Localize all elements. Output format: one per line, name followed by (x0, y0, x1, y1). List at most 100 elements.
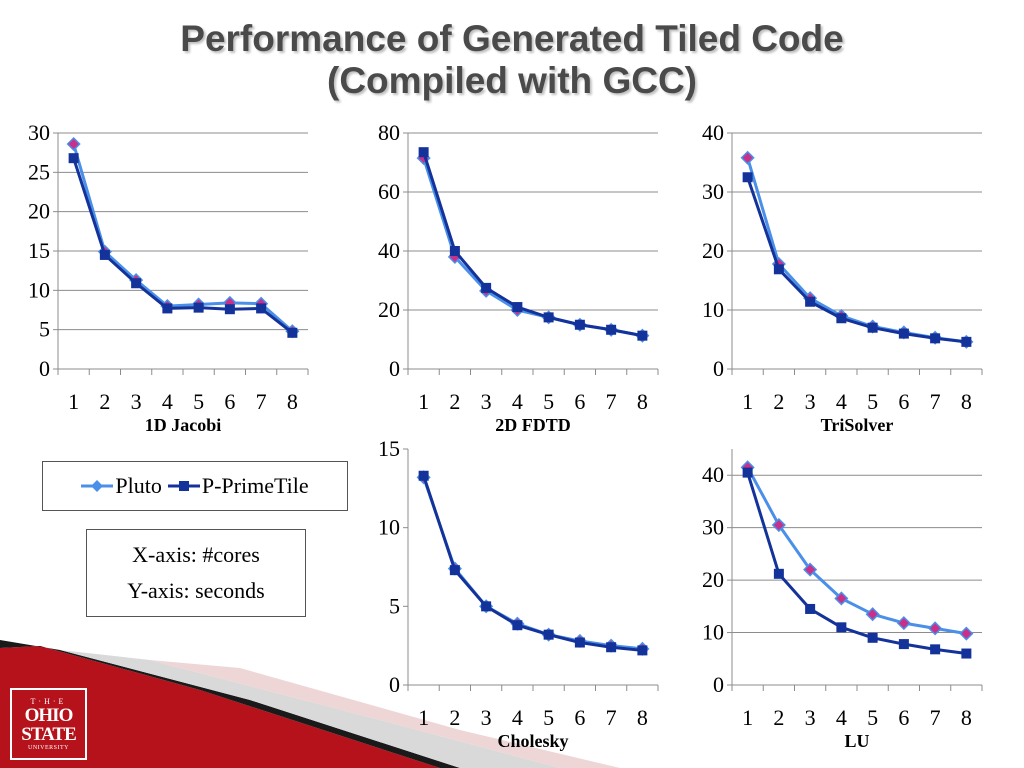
chart-4-pprimetile-point (574, 637, 585, 648)
chart-5-series-pluto-line (746, 466, 967, 636)
chart-1-pprimetile-point (68, 153, 79, 164)
chart-1-pprimetile-point (99, 249, 110, 260)
chart-4-y-tick-label: 10 (378, 515, 400, 540)
chart-2-y-tick-label: 20 (378, 297, 400, 322)
chart-5-pprimetile-point (773, 568, 784, 579)
chart-3-x-tick-label: 3 (805, 389, 816, 414)
chart-4-x-tick-label: 6 (574, 705, 585, 730)
chart-2-pprimetile-point (418, 147, 429, 158)
chart-5-pprimetile-point (742, 467, 753, 478)
chart-4-x-tick-label: 1 (418, 705, 429, 730)
chart-4-x-tick-label: 4 (512, 705, 523, 730)
chart-1-x-tick-label: 8 (287, 389, 298, 414)
chart-3-pprimetile-point (898, 328, 909, 339)
chart-2-pprimetile-point (606, 324, 617, 335)
chart-5-pluto-point (834, 591, 849, 606)
chart-2-series-pprimetile-line (422, 151, 643, 338)
chart-2-y-tick-label: 40 (378, 238, 400, 263)
chart-1-pprimetile-point (224, 304, 235, 315)
banner-gray-swoosh (60, 650, 560, 768)
legend-label-pprimetile: P-PrimeTile (201, 473, 309, 498)
chart-5-x-tick-label: 4 (836, 705, 847, 730)
chart-3-pprimetile-point (930, 333, 941, 344)
ohio-state-logo: T·H·E OHIO STATE UNIVERSITY (10, 688, 87, 760)
chart-1-x-tick-label: 7 (256, 389, 267, 414)
chart-2-label: 2D FDTD (495, 415, 571, 435)
chart-4-y-tick-label: 15 (378, 436, 400, 461)
chart-4-x-tick-label: 7 (606, 705, 617, 730)
chart-5-x-tick-label: 8 (961, 705, 972, 730)
logo-line-2: OHIO (24, 704, 74, 726)
chart-5-pluto-point (896, 616, 911, 631)
chart-1-pprimetile-point (131, 278, 142, 289)
chart-3-y-tick-label: 30 (702, 179, 724, 204)
chart-4-pprimetile-point (543, 629, 554, 640)
chart-5-pluto-point (928, 621, 943, 636)
chart-5-x-tick-label: 6 (898, 705, 909, 730)
chart-1-pprimetile-point (193, 302, 204, 313)
chart-3-pprimetile-point (742, 172, 753, 183)
chart-1-x-tick-label: 4 (162, 389, 173, 414)
legend-item-pprimetile: P-PrimeTile (167, 473, 309, 499)
chart-4-pprimetile-point (449, 565, 460, 576)
chart-1-y-tick-label: 15 (28, 238, 50, 263)
chart-4-x-tick-label: 8 (637, 705, 648, 730)
chart-1-y-tick-label: 5 (39, 317, 50, 342)
chart-4-y-tick-label: 0 (389, 672, 400, 697)
chart-2-pprimetile-point (481, 282, 492, 293)
chart-2-pprimetile-point (574, 319, 585, 330)
chart-3-pprimetile-point (961, 336, 972, 347)
chart-4-pprimetile-point (606, 642, 617, 653)
chart-4-series-pluto-line (422, 476, 643, 651)
pluto-diamond-icon (81, 480, 114, 492)
chart-3-x-tick-label: 6 (898, 389, 909, 414)
chart-5-pluto-point (865, 607, 880, 622)
chart-5-x-tick-label: 2 (773, 705, 784, 730)
chart-1-pprimetile-point (162, 303, 173, 314)
chart-5-label: LU (844, 731, 869, 751)
banner-black-swoosh (0, 640, 460, 768)
logo-line-1: T·H·E (30, 696, 67, 706)
chart-4-pprimetile-point (637, 645, 648, 656)
chart-3-x-tick-label: 2 (773, 389, 784, 414)
chart-legend: Pluto P-PrimeTile (42, 461, 348, 511)
axis-note-box: X-axis: #cores Y-axis: seconds (86, 529, 306, 617)
chart-1-y-tick-label: 20 (28, 199, 50, 224)
chart-5-y-tick-label: 10 (702, 620, 724, 645)
chart-5-y-tick-label: 0 (713, 672, 724, 697)
chart-3-pprimetile-point (836, 313, 847, 324)
chart-1-y-tick-label: 10 (28, 277, 50, 302)
chart-5-pprimetile-point (961, 648, 972, 659)
chart-5-series-pprimetile-line (746, 472, 967, 656)
chart-1-pluto-point (66, 136, 81, 152)
chart-5-pluto-point (771, 517, 786, 533)
chart-2-pprimetile-point (543, 312, 554, 323)
chart-3-series-pprimetile-line (746, 176, 967, 344)
chart-2-pprimetile-point (637, 330, 648, 341)
chart-2-x-tick-label: 6 (574, 389, 585, 414)
chart-3-x-tick-label: 7 (930, 389, 941, 414)
slide-title-line-1: Performance of Generated Tiled Code (180, 18, 844, 59)
chart-1-y-tick-label: 25 (28, 159, 50, 184)
chart-3-x-tick-label: 1 (742, 389, 753, 414)
chart-1-x-tick-label: 2 (99, 389, 110, 414)
slide-title: Performance of Generated Tiled Code (Com… (0, 18, 1024, 102)
chart-2-y-tick-label: 80 (378, 120, 400, 145)
chart-5-x-tick-label: 5 (867, 705, 878, 730)
chart-2-x-tick-label: 4 (512, 389, 523, 414)
chart-1-pprimetile-point (256, 303, 267, 314)
chart-3-pluto-point (740, 150, 755, 165)
banner-light-swoosh (150, 660, 620, 768)
chart-5-pprimetile-point (930, 644, 941, 655)
chart-3-y-tick-label: 10 (702, 297, 724, 322)
legend-label-pluto: Pluto (115, 473, 162, 498)
chart-1-y-tick-label: 30 (28, 120, 50, 145)
chart-5-y-tick-label: 40 (702, 462, 724, 487)
pprimetile-square-icon (167, 481, 200, 491)
axis-note-x: X-axis: #cores (132, 542, 260, 567)
chart-4-x-tick-label: 5 (543, 705, 554, 730)
chart-4-pprimetile-point (481, 601, 492, 612)
chart-1-x-tick-label: 1 (68, 389, 79, 414)
chart-3-y-tick-label: 20 (702, 238, 724, 263)
chart-1-label: 1D Jacobi (145, 415, 222, 435)
